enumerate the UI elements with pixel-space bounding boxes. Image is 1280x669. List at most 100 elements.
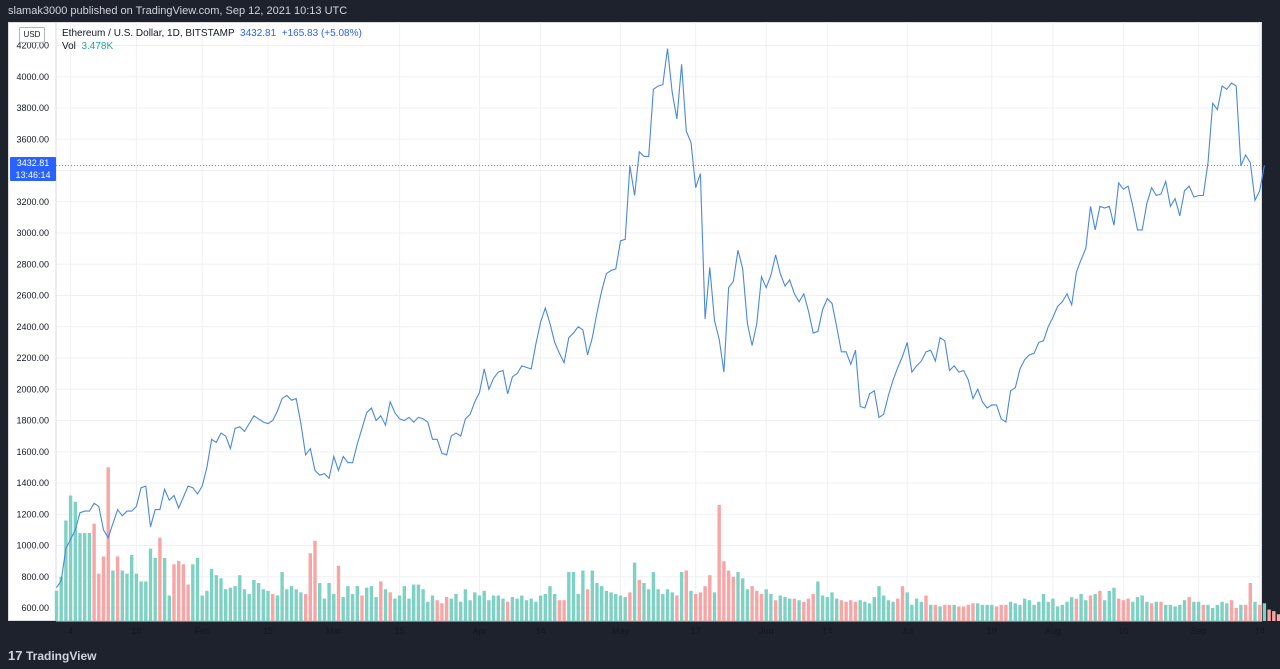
y-tick-label: 1400.00 bbox=[16, 478, 49, 488]
volume-bar bbox=[543, 593, 547, 621]
volume-bar bbox=[1131, 601, 1135, 621]
volume-bar bbox=[877, 586, 881, 621]
volume-bar bbox=[1093, 593, 1097, 621]
volume-bar bbox=[402, 586, 406, 621]
volume-bar bbox=[510, 597, 515, 621]
volume-bar bbox=[346, 586, 350, 621]
volume-bar bbox=[994, 606, 999, 621]
volume-bar bbox=[1243, 604, 1248, 621]
volume-bar bbox=[684, 570, 688, 621]
volume-bar bbox=[943, 604, 947, 621]
volume-bar bbox=[910, 604, 914, 621]
volume-bar bbox=[1102, 600, 1107, 621]
volume-bar bbox=[1088, 595, 1093, 621]
volume-bar bbox=[708, 575, 712, 621]
footer-bar bbox=[0, 642, 1280, 669]
volume-bar bbox=[661, 593, 665, 621]
volume-bar bbox=[1065, 601, 1069, 621]
volume-bar bbox=[1164, 604, 1168, 621]
volume-bar bbox=[567, 572, 571, 621]
volume-bar bbox=[440, 603, 444, 621]
volume-bar bbox=[54, 590, 59, 621]
volume-bar bbox=[642, 583, 646, 621]
volume-bar bbox=[186, 584, 190, 621]
tradingview-logo-icon[interactable]: 17 bbox=[8, 648, 23, 663]
volume-bar bbox=[294, 589, 298, 621]
x-tick-label: Feb bbox=[194, 626, 210, 636]
volume-bar bbox=[97, 573, 101, 621]
volume-bar bbox=[933, 604, 938, 621]
volume-bar bbox=[858, 600, 862, 621]
currency-button[interactable]: USD bbox=[19, 27, 45, 43]
volume-bar bbox=[604, 590, 609, 621]
volume-bar bbox=[369, 586, 374, 621]
volume-bar bbox=[68, 495, 73, 621]
volume-bar bbox=[271, 593, 275, 621]
y-tick-label: 800.00 bbox=[21, 572, 49, 582]
x-tick-label: Sep bbox=[1191, 626, 1207, 636]
volume-bar bbox=[980, 604, 985, 621]
volume-bar bbox=[1041, 593, 1046, 621]
volume-bar bbox=[534, 601, 538, 621]
volume-bar bbox=[665, 589, 670, 621]
x-tick-label: 17 bbox=[691, 626, 701, 636]
volume-bar bbox=[1098, 590, 1102, 621]
volume-bar bbox=[224, 589, 228, 621]
volume-bar bbox=[318, 583, 322, 621]
volume-bar bbox=[350, 593, 355, 621]
y-tick-label: 2600.00 bbox=[16, 291, 49, 301]
volume-bar bbox=[393, 598, 397, 621]
price-change-value: +165.83 (+5.08%) bbox=[281, 28, 362, 39]
volume-bar bbox=[581, 570, 585, 621]
volume-bar bbox=[745, 589, 750, 621]
volume-bar bbox=[515, 598, 519, 621]
volume-bar bbox=[562, 600, 566, 621]
volume-bar bbox=[849, 600, 853, 621]
volume-bar bbox=[242, 589, 247, 621]
y-tick-label: 1800.00 bbox=[16, 416, 49, 426]
tradingview-brand[interactable]: TradingView bbox=[26, 649, 97, 663]
volume-bar bbox=[172, 564, 176, 621]
x-tick-label: 14 bbox=[1255, 626, 1265, 636]
x-tick-label: Aug bbox=[1045, 626, 1061, 636]
volume-bar bbox=[1178, 604, 1182, 621]
volume-bar bbox=[205, 590, 209, 621]
volume-bar bbox=[839, 600, 844, 621]
volume-bar bbox=[524, 600, 529, 621]
volume-bar bbox=[689, 590, 693, 621]
symbol-description: Ethereum / U.S. Dollar, 1D, BITSTAMP bbox=[62, 28, 235, 39]
volume-bar bbox=[802, 601, 806, 621]
volume-bar bbox=[1149, 603, 1154, 621]
x-tick-label: Mar bbox=[326, 626, 342, 636]
volume-bar bbox=[134, 573, 139, 621]
volume-bar bbox=[585, 589, 590, 621]
volume-bar bbox=[1187, 597, 1191, 621]
volume-bar bbox=[896, 598, 900, 621]
volume-bar bbox=[1107, 590, 1111, 621]
volume-bar bbox=[844, 601, 848, 621]
y-tick-label: 2200.00 bbox=[16, 353, 49, 363]
volume-bar bbox=[947, 604, 952, 621]
volume-bar bbox=[459, 601, 463, 621]
volume-bars bbox=[54, 467, 1280, 621]
volume-bar bbox=[882, 595, 886, 621]
volume-bar bbox=[1121, 600, 1126, 621]
volume-bar bbox=[820, 595, 825, 621]
volume-bar bbox=[548, 586, 552, 621]
x-tick-label: Jul bbox=[901, 626, 913, 636]
x-tick-label: Jun bbox=[759, 626, 774, 636]
volume-bar bbox=[900, 586, 905, 621]
volume-bar bbox=[990, 604, 994, 621]
volume-bar bbox=[1060, 604, 1064, 621]
volume-bar bbox=[1154, 601, 1158, 621]
volume-bar bbox=[788, 598, 792, 621]
volume-bar bbox=[1013, 603, 1017, 621]
volume-bar bbox=[285, 589, 289, 621]
volume-bar bbox=[365, 587, 369, 621]
volume-bar bbox=[1126, 598, 1130, 621]
x-tick-label: 16 bbox=[1118, 626, 1128, 636]
volume-bar bbox=[872, 597, 876, 621]
volume-bar bbox=[924, 595, 928, 621]
volume-bar bbox=[675, 595, 679, 621]
